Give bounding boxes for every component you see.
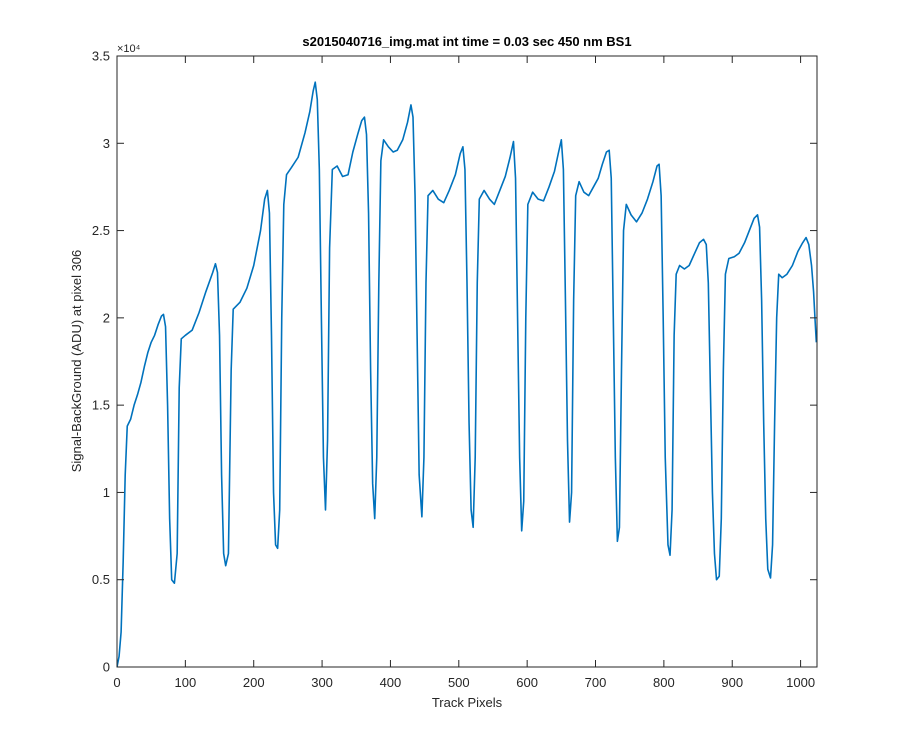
plot-area: 0 100 200 300 400 500 600 700 800 900 1000 0 0.5 1 1.5… — [92, 49, 818, 690]
x-tick-label: 900 — [721, 675, 743, 690]
y-tick-label: 2.5 — [92, 223, 110, 238]
x-tick-label: 700 — [585, 675, 607, 690]
x-tick-label: 0 — [113, 675, 120, 690]
x-tick-label: 300 — [311, 675, 333, 690]
x-tick-label: 200 — [243, 675, 265, 690]
y-tick-label: 1.5 — [92, 398, 110, 413]
y-tick-label: 0 — [103, 660, 110, 675]
x-tick-label: 100 — [175, 675, 197, 690]
axes-box — [116, 55, 818, 668]
y-axis-exponent-label: ×10⁴ — [117, 43, 141, 55]
x-tick-label: 800 — [653, 675, 675, 690]
y-tick-label: 3.5 — [92, 49, 110, 64]
y-axis-label: Signal-BackGround (ADU) at pixel 306 — [69, 250, 84, 473]
series-line-0 — [117, 81, 817, 667]
x-tick-label: 1000 — [786, 675, 815, 690]
x-tick-label: 500 — [448, 675, 470, 690]
y-tick-label: 1 — [103, 485, 110, 500]
y-tick-label: 2 — [103, 310, 110, 325]
y-tick-label: 3 — [103, 136, 110, 151]
y-tick-label: 0.5 — [92, 572, 110, 587]
x-axis-label: Track Pixels — [432, 695, 503, 710]
x-tick-label: 400 — [380, 675, 402, 690]
chart-title: s2015040716_img.mat int time = 0.03 sec … — [302, 34, 631, 49]
x-tick-label: 600 — [516, 675, 538, 690]
